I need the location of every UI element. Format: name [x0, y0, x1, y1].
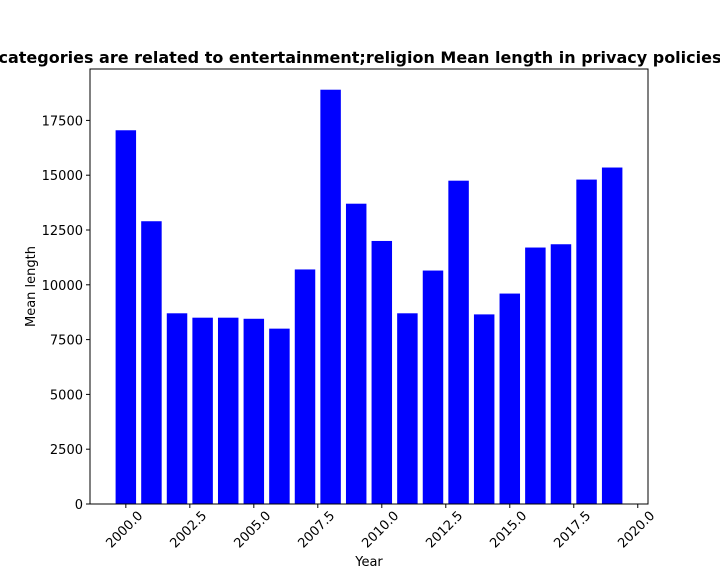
- bar-2017: [550, 244, 572, 504]
- bar-2002: [166, 313, 188, 504]
- y-axis-title: Mean length: [24, 246, 39, 327]
- bar-2009: [345, 203, 367, 504]
- x-tick-label: 2015.0: [487, 509, 530, 552]
- bar-2005: [243, 318, 265, 504]
- bar-2003: [192, 317, 213, 504]
- bar-2010: [371, 240, 393, 504]
- bar-2016: [525, 247, 546, 504]
- bar-2001: [141, 221, 162, 504]
- x-tick-label: 2010.0: [359, 509, 402, 552]
- x-tick-label: 2017.5: [551, 509, 594, 552]
- plot-frame: [89, 68, 649, 505]
- bar-2018: [576, 179, 597, 504]
- y-tick-label: 2500: [50, 443, 83, 458]
- y-tick-label: 0: [75, 498, 83, 513]
- y-axis: 0 2500 5000 7500 10000 12500 15000 17500: [42, 114, 90, 513]
- bar-2004: [217, 317, 239, 504]
- bars-group: [115, 89, 623, 505]
- bar-2006: [269, 328, 290, 504]
- x-axis: 2000.0 2002.5 2005.0 2007.5 2010.0 2012.5 2015…: [103, 504, 658, 551]
- x-axis-title: Year: [354, 555, 383, 570]
- bar-2014: [473, 314, 495, 504]
- chart-title: categories are related to entertainment;…: [0, 48, 720, 67]
- y-tick-label: 10000: [42, 279, 83, 294]
- y-tick-label: 5000: [50, 388, 83, 403]
- bar-2000: [115, 130, 137, 505]
- x-tick-label: 2007.5: [295, 509, 338, 552]
- x-tick-label: 2020.0: [615, 509, 658, 552]
- x-tick-label: 2012.5: [423, 509, 466, 552]
- y-tick-label: 15000: [42, 169, 83, 184]
- x-tick-label: 2000.0: [103, 509, 146, 552]
- bar-2008: [320, 89, 341, 504]
- x-tick-label: 2005.0: [231, 509, 274, 552]
- bar-2007: [294, 269, 316, 504]
- bar-2011: [397, 313, 418, 504]
- y-tick-label: 7500: [50, 334, 83, 349]
- x-tick-label: 2002.5: [167, 509, 210, 552]
- bar-2019: [601, 167, 623, 505]
- bar-2015: [499, 293, 521, 504]
- bar-2013: [448, 180, 469, 505]
- bar-2012: [422, 270, 444, 504]
- y-tick-label: 17500: [42, 114, 83, 129]
- y-tick-label: 12500: [42, 224, 83, 239]
